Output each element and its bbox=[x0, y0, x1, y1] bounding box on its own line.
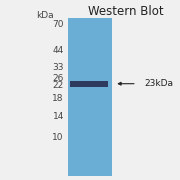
Text: kDa: kDa bbox=[36, 11, 54, 20]
Text: 18: 18 bbox=[52, 94, 64, 103]
Text: 70: 70 bbox=[52, 20, 64, 29]
Text: 23kDa: 23kDa bbox=[144, 79, 173, 88]
Text: 14: 14 bbox=[53, 112, 64, 121]
Text: 26: 26 bbox=[53, 74, 64, 83]
Text: Western Blot: Western Blot bbox=[88, 5, 164, 18]
Text: 10: 10 bbox=[52, 133, 64, 142]
Text: 33: 33 bbox=[52, 63, 64, 72]
Bar bbox=[70, 80, 108, 87]
Text: 22: 22 bbox=[53, 81, 64, 90]
Text: 44: 44 bbox=[53, 46, 64, 55]
Bar bbox=[68, 18, 112, 176]
